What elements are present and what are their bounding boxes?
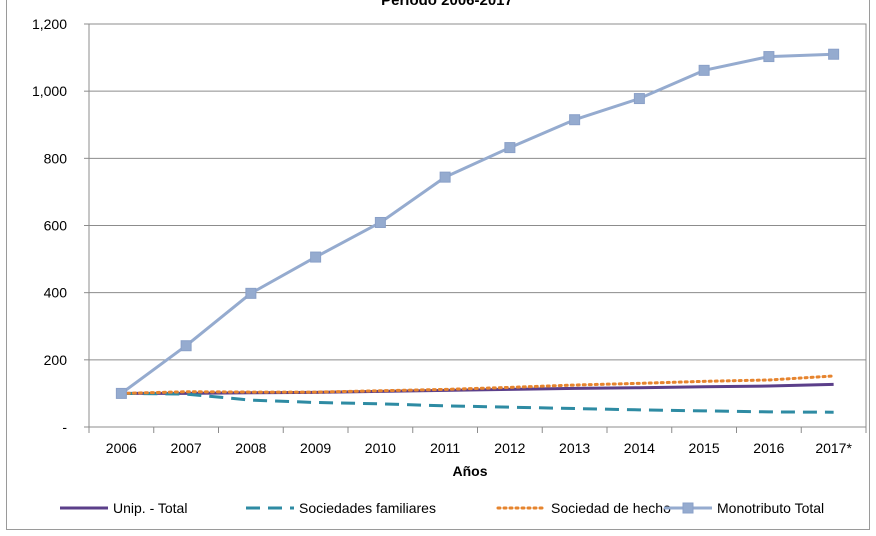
x-tick-label: 2015	[689, 440, 720, 456]
data-marker	[310, 251, 322, 263]
data-marker	[763, 51, 775, 63]
x-tick-label: 2013	[559, 440, 590, 456]
series-line-0	[121, 382, 834, 395]
legend-label: Unip. - Total	[113, 500, 187, 516]
x-tick-label: 2011	[430, 440, 460, 456]
x-axis-ticks: 2006 2007 2008 2009 2010 2011 2012 2013 2014 2015…	[106, 440, 853, 456]
y-tick-label: 800	[44, 150, 68, 166]
data-marker	[439, 171, 451, 183]
series-line-2	[119, 374, 836, 395]
data-marker	[569, 114, 581, 126]
y-tick-label: 600	[44, 218, 68, 234]
legend-label: Sociedad de hecho	[551, 500, 671, 516]
x-tick-label: 2016	[753, 440, 784, 456]
data-marker	[245, 287, 257, 299]
legend-label: Monotributo Total	[717, 500, 824, 516]
axes	[84, 23, 867, 433]
data-marker	[504, 142, 516, 154]
x-tick-label: 2017*	[815, 440, 852, 456]
data-marker	[115, 387, 127, 399]
data-marker	[180, 340, 192, 352]
x-axis-title: Años	[453, 463, 488, 479]
chart-frame	[6, 0, 870, 530]
y-tick-label: 1,200	[32, 16, 67, 32]
x-tick-label: 2009	[300, 440, 331, 456]
y-tick-label: 200	[44, 352, 68, 368]
series-lines	[115, 48, 840, 414]
x-tick-label: 2006	[106, 440, 137, 456]
x-tick-label: 2014	[624, 440, 655, 456]
legend-label: Sociedades familiares	[299, 500, 436, 516]
series-line-3	[120, 52, 834, 395]
x-tick-label: 2010	[365, 440, 396, 456]
x-tick-label: 2007	[171, 440, 202, 456]
y-tick-label: 400	[44, 285, 68, 301]
data-marker	[633, 93, 645, 105]
gridlines	[89, 23, 866, 361]
data-marker	[828, 48, 840, 60]
y-axis-ticks: - 200 400 600 800 1,000 1,200	[32, 16, 67, 435]
legend-marker	[682, 502, 694, 514]
legend: Unip. - Total Sociedades familiares Socied…	[60, 500, 824, 516]
y-tick-label: 1,000	[32, 83, 67, 99]
data-marker	[374, 216, 386, 228]
x-tick-label: 2008	[235, 440, 266, 456]
series-line-1	[121, 391, 834, 414]
chart-title: Período 2006-2017	[381, 0, 513, 9]
data-marker	[698, 64, 710, 76]
x-tick-label: 2012	[494, 440, 525, 456]
y-tick-label: -	[62, 419, 67, 435]
